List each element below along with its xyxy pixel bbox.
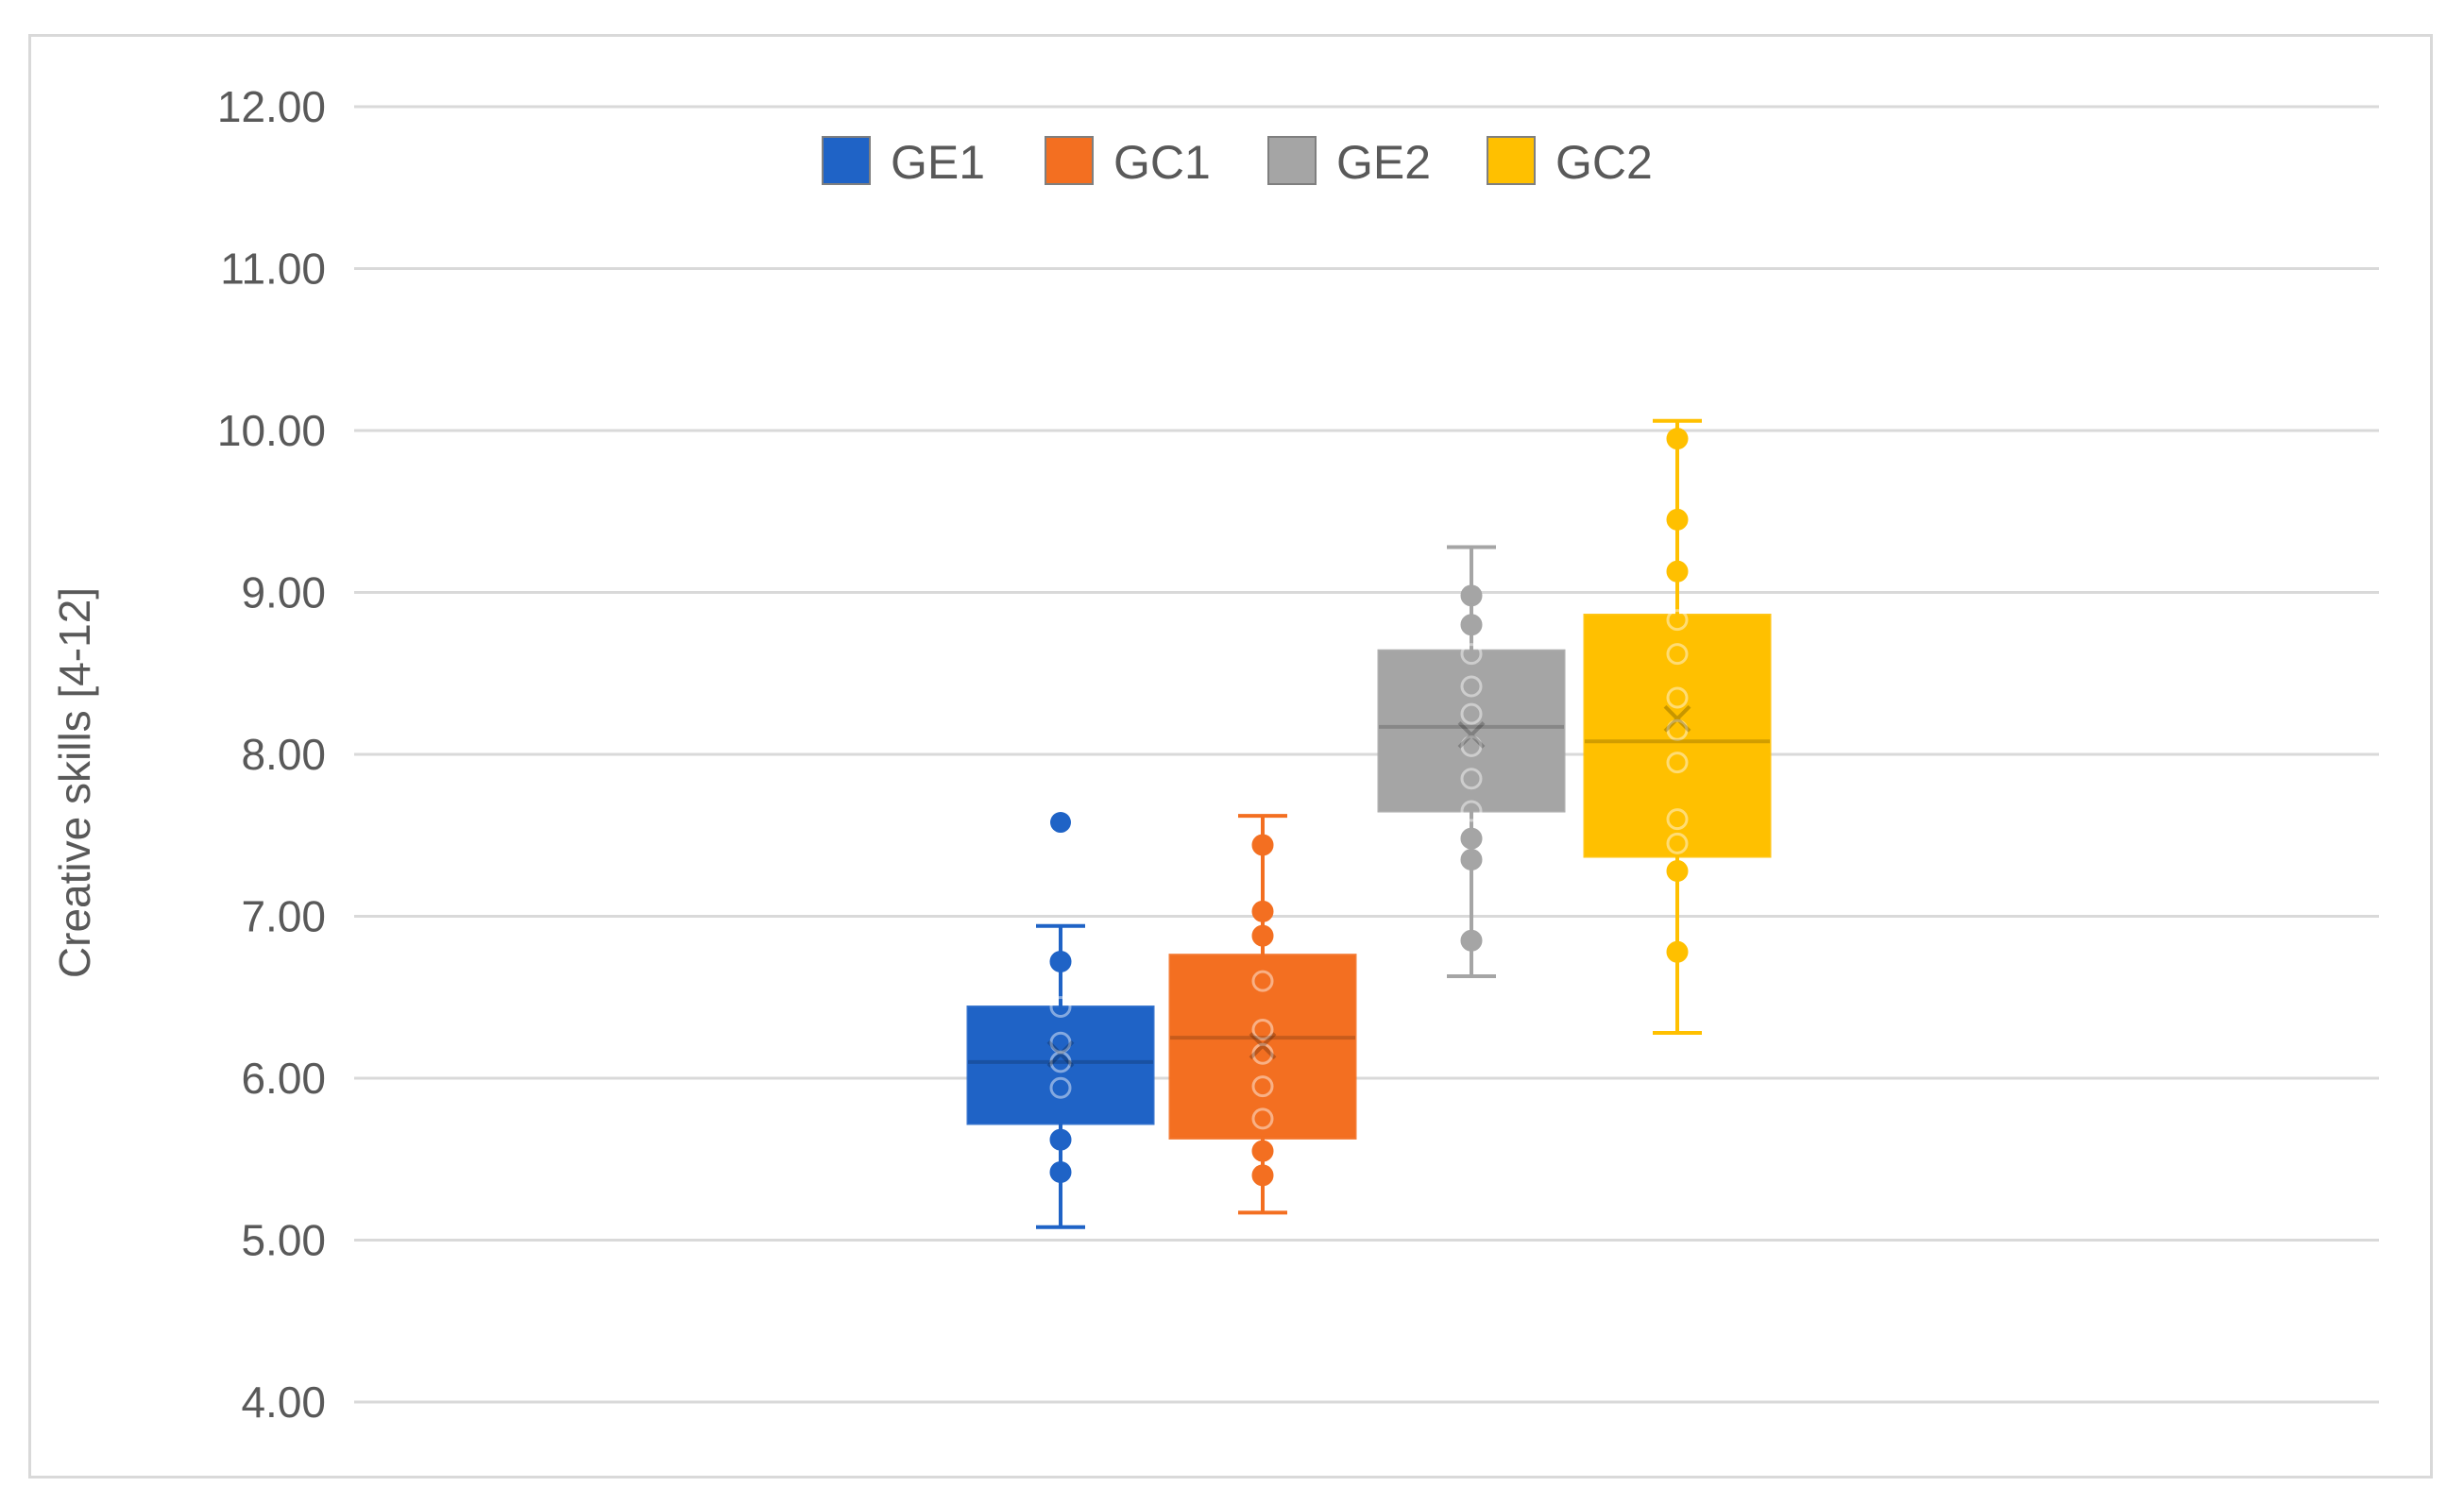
legend-label-ge1: GE1 (891, 136, 985, 189)
mean-marker-gc1 (1249, 1032, 1277, 1060)
data-point-gc2 (1666, 752, 1689, 774)
data-point-gc2 (1666, 859, 1689, 882)
iqr-box-gc1 (1170, 955, 1355, 1139)
data-point-ge2 (1460, 848, 1483, 870)
legend-item-ge2: GE2 (1267, 136, 1431, 189)
data-point-ge1 (1049, 1128, 1072, 1151)
data-point-ge1 (1049, 1031, 1072, 1054)
y-tick-label: 6.00 (241, 1054, 326, 1103)
data-point-ge2 (1460, 584, 1483, 607)
data-point-ge2 (1460, 735, 1483, 757)
legend: GE1 GC1 GE2 GC2 (822, 136, 1653, 189)
iqr-box-outline-gc2 (1583, 614, 1772, 858)
legend-label-gc2: GC2 (1555, 136, 1653, 189)
iqr-box-outline-gc1 (1168, 954, 1357, 1140)
y-tick-label: 10.00 (217, 406, 326, 455)
data-point-ge2 (1460, 929, 1483, 952)
legend-item-gc2: GC2 (1487, 136, 1653, 189)
data-point-gc1 (1251, 1107, 1274, 1130)
data-point-gc2 (1666, 508, 1689, 531)
legend-swatch-gc2 (1487, 136, 1536, 185)
data-point-gc1 (1251, 1019, 1274, 1041)
data-point-ge2 (1460, 614, 1483, 636)
legend-swatch-gc1 (1045, 136, 1094, 185)
data-point-gc1 (1251, 1140, 1274, 1162)
box-gc2 (1583, 418, 1772, 1035)
data-point-gc2 (1666, 832, 1689, 854)
iqr-box-ge2 (1379, 651, 1564, 812)
y-tick-label: 5.00 (241, 1216, 326, 1265)
data-point-ge1 (1049, 1076, 1072, 1099)
box-ge1 (966, 812, 1155, 1229)
data-point-ge1 (1049, 951, 1072, 973)
iqr-box-outline-ge2 (1377, 649, 1566, 813)
legend-item-ge1: GE1 (822, 136, 985, 189)
data-point-gc1 (1251, 1042, 1274, 1065)
y-axis-tick-labels: 4.00 5.00 6.00 7.00 8.00 9.00 10.00 11.00 12.00 (217, 82, 326, 1427)
legend-swatch-ge1 (822, 136, 871, 185)
mean-marker-ge1 (1046, 1039, 1075, 1068)
data-point-gc2 (1666, 940, 1689, 963)
data-point-gc1 (1251, 970, 1274, 992)
y-tick-label: 9.00 (241, 568, 326, 617)
data-point-ge1 (1049, 1160, 1072, 1183)
box-plot-chart: 4.005.006.007.008.009.0010.0011.0012.00 … (50, 82, 2379, 1427)
data-point-gc1 (1251, 924, 1274, 947)
data-point-ge1 (1049, 1051, 1072, 1073)
iqr-box-gc2 (1585, 615, 1770, 857)
mean-marker-gc2 (1663, 704, 1691, 733)
data-point-gc2 (1666, 718, 1689, 741)
y-tick-label: 11.00 (220, 245, 326, 294)
data-point-ge2 (1460, 675, 1483, 698)
data-point-gc2 (1666, 643, 1689, 666)
data-point-gc1 (1251, 834, 1274, 856)
iqr-box-outline-ge1 (966, 1005, 1155, 1125)
y-tick-label: 8.00 (241, 730, 326, 779)
legend-item-gc1: GC1 (1045, 136, 1211, 189)
legend-swatch-ge2 (1267, 136, 1317, 185)
y-tick-label: 7.00 (241, 892, 326, 941)
gridlines (354, 105, 2379, 1404)
data-point-gc2 (1666, 686, 1689, 709)
data-point-gc1 (1251, 1164, 1274, 1187)
data-point-ge2 (1460, 643, 1483, 666)
data-point-gc2 (1666, 428, 1689, 450)
data-point-gc1 (1251, 1075, 1274, 1098)
data-point-ge2 (1460, 768, 1483, 790)
box-ge2 (1377, 545, 1566, 978)
data-point-ge1 (1049, 996, 1072, 1019)
outlier-point-ge1 (1050, 812, 1071, 834)
y-axis-title: Creative skills [4-12] (50, 587, 99, 978)
legend-label-gc1: GC1 (1113, 136, 1211, 189)
data-point-gc1 (1251, 900, 1274, 922)
data-point-ge2 (1460, 702, 1483, 725)
data-point-ge2 (1460, 827, 1483, 850)
legend-label-ge2: GE2 (1336, 136, 1431, 189)
data-point-gc2 (1666, 808, 1689, 831)
chart-frame: 4.00 5.00 6.00 7.00 8.00 9.00 10.00 11.00 12.00 … (28, 34, 2433, 1479)
data-point-ge2 (1460, 800, 1483, 822)
y-tick-label: 12.00 (217, 82, 326, 131)
y-tick-label: 4.00 (241, 1377, 326, 1427)
box-gc1 (1168, 814, 1357, 1215)
mean-marker-ge2 (1457, 721, 1486, 749)
iqr-box-ge1 (968, 1006, 1153, 1124)
data-point-gc2 (1666, 560, 1689, 583)
box-plots (966, 418, 1772, 1229)
data-point-gc2 (1666, 609, 1689, 632)
